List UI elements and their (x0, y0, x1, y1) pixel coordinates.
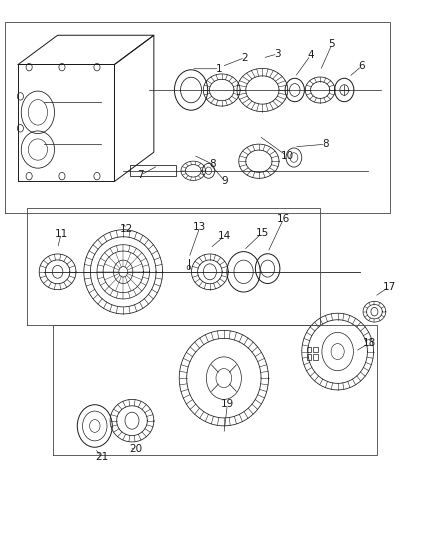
Bar (130, 165, 175, 176)
Text: 19: 19 (220, 399, 233, 409)
Text: 20: 20 (129, 445, 142, 454)
Bar (306, 354, 311, 360)
Text: 10: 10 (280, 151, 293, 161)
Text: 6: 6 (357, 61, 364, 71)
Text: 4: 4 (307, 51, 313, 60)
Bar (312, 347, 317, 352)
Text: 7: 7 (137, 170, 144, 180)
Text: 8: 8 (209, 159, 216, 169)
Text: 17: 17 (382, 282, 395, 292)
Text: 15: 15 (255, 228, 268, 238)
Text: 14: 14 (217, 231, 230, 241)
Bar (312, 354, 317, 360)
Bar (306, 347, 311, 352)
Text: 18: 18 (362, 338, 375, 348)
Text: 11: 11 (54, 229, 67, 239)
Text: 8: 8 (321, 139, 328, 149)
Text: 9: 9 (221, 176, 228, 186)
Text: 1: 1 (215, 64, 223, 74)
Text: 13: 13 (193, 222, 206, 232)
Text: 16: 16 (276, 214, 290, 224)
Text: 3: 3 (274, 49, 280, 59)
Text: 12: 12 (120, 224, 133, 235)
Text: 21: 21 (95, 453, 109, 462)
Text: 2: 2 (241, 53, 247, 62)
Text: 5: 5 (328, 39, 335, 49)
